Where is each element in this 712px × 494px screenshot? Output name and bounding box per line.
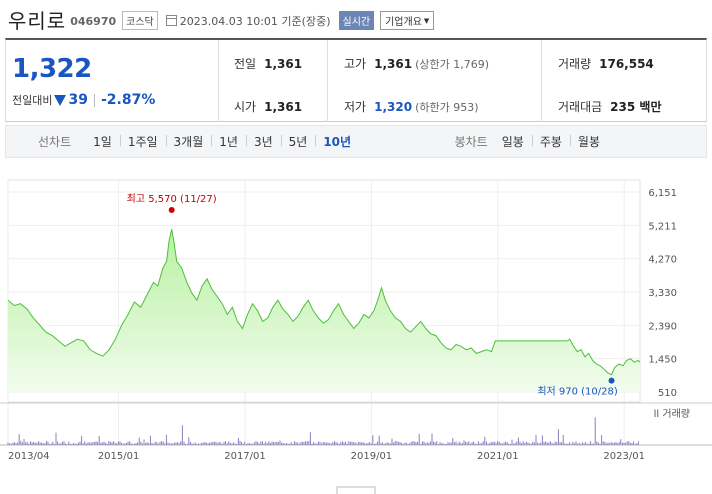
calendar-icon — [165, 15, 177, 26]
period-1d[interactable]: 1일 — [93, 135, 112, 149]
open-value: 1,361 — [264, 100, 303, 114]
x-tick-label: 2019/01 — [351, 451, 393, 462]
line-chart-label: 선차트 — [38, 135, 72, 149]
prev-close-label: 전일 — [234, 57, 257, 71]
stock-code: 046970 — [70, 14, 117, 28]
period-1w[interactable]: 1주일 — [119, 133, 166, 150]
x-tick-label: 2015/01 — [98, 451, 140, 462]
change-value: 39 — [68, 92, 88, 108]
period-3m[interactable]: 3개월 — [165, 133, 212, 150]
y-tick-label: 6,151 — [648, 188, 677, 199]
current-price-box: 1,322 전일대비 39 -2.87% — [6, 40, 219, 122]
change-percent: -2.87% — [100, 92, 156, 108]
price-chart[interactable]: 6,151 5,211 4,270 3,330 2,390 1,450 510 최고 5,5… — [0, 160, 712, 494]
quote-datetime: 2023.04.03 10:01 기준(장중) — [179, 14, 331, 28]
prev-close-value: 1,361 — [264, 57, 303, 71]
lower-limit: (하한가 953) — [415, 101, 479, 114]
max-annotation: 최고 5,570 (11/27) — [127, 193, 217, 205]
chevron-down-icon: ▼ — [423, 16, 430, 25]
change-divider — [93, 93, 95, 107]
period-5y[interactable]: 5년 — [280, 133, 316, 150]
amount-cell: 거래대금 235 백만 — [558, 98, 661, 115]
current-price: 1,322 — [12, 54, 92, 84]
price-area — [8, 229, 640, 392]
price-chart-svg: 6,151 5,211 4,270 3,330 2,390 1,450 510 최고 5,5… — [0, 179, 712, 494]
down-arrow-icon — [54, 94, 67, 106]
period-3y[interactable]: 3년 — [245, 133, 281, 150]
high-label: 고가 — [344, 57, 367, 71]
chart-toolbar: 선차트 1일 1주일 3개월 1년 3년 5년 10년 봉차트 일봉 주봉 월봉 — [5, 125, 707, 158]
chart-resize-handle[interactable] — [336, 486, 376, 494]
y-tick-label: 2,390 — [648, 321, 677, 332]
company-overview-button[interactable]: 기업개요 ▼ — [380, 11, 435, 30]
y-tick-label: 510 — [658, 388, 677, 399]
market-badge: 코스닥 — [122, 11, 158, 30]
period-1y[interactable]: 1년 — [211, 133, 246, 150]
company-overview-label: 기업개요 — [385, 17, 422, 28]
x-tick-label: 2023/01 — [603, 451, 645, 462]
min-marker — [608, 377, 615, 384]
change-row: 전일대비 39 -2.87% — [12, 92, 155, 108]
low-label: 저가 — [344, 100, 367, 114]
x-tick-label: 2021/01 — [477, 451, 519, 462]
x-tick-label: 2013/04 — [8, 451, 50, 462]
low-value: 1,320 — [374, 100, 413, 114]
volume-label: 거래량 — [558, 57, 592, 71]
period-10y[interactable]: 10년 — [315, 133, 359, 150]
candle-chart-label: 봉차트 — [454, 135, 488, 149]
price-line — [7, 229, 641, 376]
volume-cell: 거래량 176,554 — [558, 55, 654, 72]
low-cell: 저가 1,320 (하한가 953) — [344, 98, 479, 115]
y-tick-label: 3,330 — [648, 288, 677, 299]
x-tick-label: 2017/01 — [224, 451, 266, 462]
divider — [541, 40, 542, 122]
y-tick-label: 1,450 — [648, 355, 677, 366]
volume-value: 176,554 — [599, 57, 654, 71]
stock-header: 우리로 046970 코스닥 2023.04.03 10:01 기준(장중) 실… — [0, 0, 712, 38]
high-value: 1,361 — [374, 57, 413, 71]
price-panel: 1,322 전일대비 39 -2.87% 전일 1,361 시가 1,361 고… — [5, 38, 707, 122]
amount-label: 거래대금 — [558, 100, 603, 114]
stock-name: 우리로 — [8, 8, 67, 33]
volume-label: ll 거래량 — [654, 408, 690, 420]
y-tick-label: 5,211 — [648, 221, 677, 232]
realtime-button[interactable]: 실시간 — [338, 11, 375, 30]
min-annotation: 최저 970 (10/28) — [537, 386, 618, 398]
prev-close-cell: 전일 1,361 — [234, 55, 302, 72]
candle-daily[interactable]: 일봉 — [501, 135, 524, 149]
upper-limit: (상한가 1,769) — [415, 58, 489, 71]
candle-weekly[interactable]: 주봉 — [531, 133, 570, 150]
amount-value: 235 백만 — [610, 100, 662, 114]
y-tick-label: 4,270 — [648, 255, 677, 266]
candle-monthly[interactable]: 월봉 — [569, 133, 608, 150]
max-marker — [168, 207, 175, 213]
high-cell: 고가 1,361 (상한가 1,769) — [344, 55, 489, 72]
divider — [327, 40, 328, 122]
open-cell: 시가 1,361 — [234, 98, 302, 115]
change-label: 전일대비 — [12, 94, 53, 107]
open-label: 시가 — [234, 100, 257, 114]
